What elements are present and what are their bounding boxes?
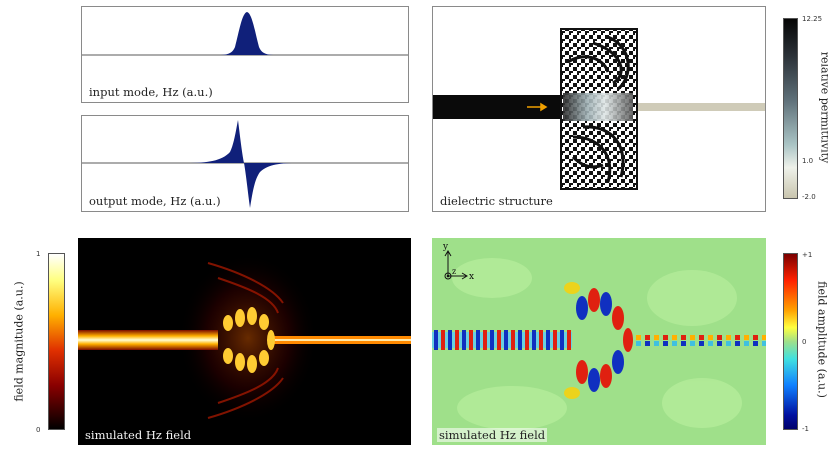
amplitude-input-stripe bbox=[553, 330, 557, 350]
permittivity-colorbar-title: relative permittivity bbox=[818, 51, 828, 164]
amplitude-output-dash bbox=[726, 341, 731, 346]
amplitude-input-stripe bbox=[546, 330, 550, 350]
input-mode-label: input mode, Hz (a.u.) bbox=[87, 85, 215, 99]
input-mode-panel: input mode, Hz (a.u.) bbox=[81, 6, 409, 103]
input-arrow bbox=[527, 102, 548, 112]
amplitude-input-stripe bbox=[497, 330, 501, 350]
amplitude-output-wave bbox=[636, 335, 766, 346]
axes-glyph bbox=[444, 250, 468, 280]
dielectric-panel: dielectric structure bbox=[432, 6, 766, 212]
amplitude-output-dash bbox=[744, 341, 749, 346]
field-magnitude-label: simulated Hz field bbox=[83, 428, 194, 442]
amplitude-output-dash bbox=[654, 341, 659, 346]
field-amplitude-panel: y x z simulated Hz field bbox=[432, 238, 766, 445]
axis-y-label: y bbox=[442, 242, 449, 252]
amplitude-output-dash bbox=[636, 341, 641, 346]
amplitude-input-stripe bbox=[567, 330, 571, 350]
amplitude-output-dash bbox=[654, 335, 659, 340]
amplitude-output-dash bbox=[744, 335, 749, 340]
output-waveguide bbox=[631, 103, 765, 111]
amplitude-output-dash bbox=[672, 341, 677, 346]
amplitude-input-stripe bbox=[532, 330, 536, 350]
field-amplitude-label: simulated Hz field bbox=[437, 428, 548, 442]
magnitude-tick-max: 1 bbox=[36, 250, 41, 258]
permittivity-tick-min: -2.0 bbox=[802, 193, 816, 201]
design-region-core bbox=[563, 93, 633, 121]
amplitude-input-wave bbox=[432, 332, 572, 348]
amplitude-output-dash bbox=[708, 335, 713, 340]
output-mode-panel: output mode, Hz (a.u.) bbox=[81, 115, 409, 212]
amplitude-output-dash bbox=[690, 341, 695, 346]
amplitude-output-dash bbox=[753, 341, 758, 346]
amplitude-output-dash bbox=[762, 341, 766, 346]
amplitude-output-dash bbox=[681, 341, 686, 346]
amplitude-tick-max: +1 bbox=[802, 251, 813, 259]
magnitude-fringes bbox=[207, 262, 284, 419]
amplitude-input-stripe bbox=[560, 330, 564, 350]
amplitude-output-dash bbox=[636, 335, 641, 340]
amplitude-output-dash bbox=[762, 335, 766, 340]
amplitude-output-dash bbox=[708, 341, 713, 346]
amplitude-input-stripe bbox=[539, 330, 543, 350]
amplitude-tick-min: -1 bbox=[802, 425, 809, 433]
output-mode-negative-lobe bbox=[244, 163, 297, 208]
axis-x-label: x bbox=[469, 272, 474, 282]
amplitude-tick-mid: 0 bbox=[802, 338, 807, 346]
amplitude-colorbar bbox=[783, 253, 798, 430]
amplitude-input-stripe bbox=[441, 330, 445, 350]
amplitude-output-dash bbox=[663, 335, 668, 340]
amplitude-output-dash bbox=[663, 341, 668, 346]
amplitude-output-dash bbox=[717, 341, 722, 346]
amplitude-input-stripe bbox=[525, 330, 529, 350]
amplitude-input-stripes bbox=[434, 330, 571, 350]
amplitude-input-stripe bbox=[504, 330, 508, 350]
magnitude-input-beam bbox=[78, 330, 218, 350]
amplitude-input-stripe bbox=[434, 330, 438, 350]
amplitude-input-stripe bbox=[511, 330, 515, 350]
permittivity-tick-max: 12.25 bbox=[802, 15, 823, 23]
magnitude-tick-min: 0 bbox=[36, 426, 41, 434]
amplitude-background-blobs bbox=[452, 258, 742, 430]
amplitude-output-dash bbox=[681, 335, 686, 340]
design-region-swirls bbox=[567, 35, 630, 183]
amplitude-output-dash bbox=[726, 335, 731, 340]
amplitude-output-dash bbox=[690, 335, 695, 340]
axis-z-label: z bbox=[452, 267, 456, 276]
input-mode-curve bbox=[217, 12, 277, 55]
field-magnitude-plot bbox=[78, 253, 411, 423]
amplitude-input-stripe bbox=[469, 330, 473, 350]
amplitude-output-dash bbox=[735, 335, 740, 340]
magnitude-colorbar bbox=[48, 253, 65, 430]
permittivity-tick-mid: 1.0 bbox=[802, 157, 814, 165]
magnitude-colorbar-title: field magnitude (a.u.) bbox=[12, 281, 26, 402]
permittivity-colorbar bbox=[783, 18, 798, 199]
amplitude-input-stripe bbox=[490, 330, 494, 350]
dielectric-plot bbox=[433, 28, 765, 190]
amplitude-input-stripe bbox=[483, 330, 487, 350]
amplitude-colorbar-title: field amplitude (a.u.) bbox=[815, 281, 828, 398]
amplitude-output-dash bbox=[699, 335, 704, 340]
amplitude-input-stripe bbox=[518, 330, 522, 350]
output-mode-label: output mode, Hz (a.u.) bbox=[87, 194, 223, 208]
amplitude-output-dash bbox=[753, 335, 758, 340]
amplitude-output-dash bbox=[735, 341, 740, 346]
amplitude-input-stripe bbox=[448, 330, 452, 350]
input-mode-plot bbox=[82, 12, 408, 56]
dielectric-label: dielectric structure bbox=[438, 194, 555, 208]
magnitude-scatter-glow bbox=[178, 253, 318, 423]
output-mode-plot bbox=[82, 120, 408, 208]
amplitude-input-stripe bbox=[462, 330, 466, 350]
output-mode-positive-lobe bbox=[187, 120, 244, 163]
magnitude-lobes bbox=[223, 307, 275, 373]
amplitude-output-dash bbox=[699, 341, 704, 346]
field-amplitude-plot: y x z bbox=[432, 242, 766, 430]
amplitude-input-stripe bbox=[455, 330, 459, 350]
amplitude-output-dash bbox=[645, 335, 650, 340]
amplitude-output-dash bbox=[645, 341, 650, 346]
amplitude-output-dash bbox=[672, 335, 677, 340]
amplitude-scatter-lobes bbox=[564, 282, 633, 399]
amplitude-input-stripe bbox=[476, 330, 480, 350]
field-magnitude-panel: simulated Hz field bbox=[78, 238, 411, 445]
amplitude-output-dash bbox=[717, 335, 722, 340]
